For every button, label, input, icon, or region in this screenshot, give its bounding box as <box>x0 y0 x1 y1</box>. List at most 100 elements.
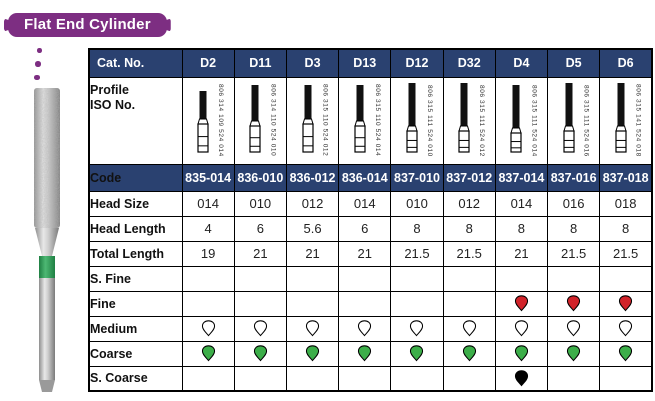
profile-cell: 806 315 111 524 014 <box>494 76 549 165</box>
head-size-value: 014 <box>338 190 392 217</box>
grit-cell <box>285 265 340 292</box>
code-value: 835-014 <box>181 163 235 192</box>
grit-cell <box>233 290 287 317</box>
table-header-row: Cat. No. D2 D11 D3 D13 D12 D32 D4 D5 D6 <box>88 48 653 78</box>
grit-cell <box>181 315 235 342</box>
profile-cell: 806 315 141 524 018 <box>599 76 653 165</box>
profile-cell: 806 314 110 524 010 <box>233 76 287 165</box>
grit-cell <box>442 265 496 292</box>
grit-cell <box>547 365 601 392</box>
code-value: 836-014 <box>338 163 392 192</box>
s-fine-row: S. Fine <box>88 265 653 292</box>
column-header-d2: D2 <box>181 48 235 78</box>
bur-profile-icon <box>453 78 475 159</box>
diamond-bur-photo <box>34 88 60 392</box>
code-value: 837-016 <box>547 163 601 192</box>
iso-number: 806 315 111 524 014 <box>530 84 538 157</box>
iso-number: 806 315 141 524 018 <box>634 83 642 157</box>
grit-cell <box>181 365 235 392</box>
fine-row: Fine <box>88 290 653 317</box>
grit-cell <box>442 315 496 342</box>
row-label: S. Fine <box>88 265 183 292</box>
iso-number: 806 315 111 524 012 <box>478 84 486 157</box>
head-length-value: 8 <box>390 215 444 242</box>
grit-cell <box>390 290 444 317</box>
grit-cell <box>494 315 549 342</box>
grit-diamond-icon <box>462 320 476 337</box>
grit-cell <box>547 265 601 292</box>
grit-cell <box>599 365 653 392</box>
grit-cell <box>338 290 392 317</box>
grit-cell <box>547 290 601 317</box>
grit-cell <box>442 365 496 392</box>
grit-diamond-icon <box>567 320 581 337</box>
total-length-value: 21 <box>338 240 392 267</box>
bur-profile-icon <box>558 78 580 159</box>
section-title-badge: Flat End Cylinder <box>8 13 167 37</box>
grit-cell <box>181 290 235 317</box>
profile-cell: 806 315 110 524 014 <box>338 76 392 165</box>
grit-cell <box>338 365 392 392</box>
column-header-d5: D5 <box>547 48 601 78</box>
grit-diamond-icon <box>567 345 581 362</box>
code-row: Code 835-014 836-010 836-012 836-014 837… <box>88 163 653 192</box>
grit-diamond-icon <box>358 345 372 362</box>
grit-cell <box>494 340 549 367</box>
profile-cell: 806 315 111 524 016 <box>547 76 601 165</box>
bur-profile-icon <box>192 78 214 159</box>
bur-profile-icon <box>401 78 423 159</box>
column-header-d12: D12 <box>390 48 444 78</box>
grit-diamond-icon <box>358 320 372 337</box>
total-length-value: 21.5 <box>547 240 601 267</box>
head-length-value: 8 <box>494 215 549 242</box>
code-value: 837-012 <box>442 163 496 192</box>
iso-number: 806 315 111 524 010 <box>425 84 433 157</box>
grit-diamond-icon <box>253 345 267 362</box>
head-size-value: 012 <box>285 190 340 217</box>
grit-diamond-icon <box>462 345 476 362</box>
code-value: 837-018 <box>599 163 653 192</box>
grit-cell <box>599 290 653 317</box>
total-length-value: 21.5 <box>599 240 653 267</box>
iso-number: 806 315 111 524 016 <box>582 84 590 157</box>
row-label: Head Size <box>88 190 183 217</box>
code-value: 836-010 <box>233 163 287 192</box>
grit-cell <box>285 365 340 392</box>
bur-profile-icon <box>244 78 266 159</box>
decorative-dot <box>37 48 42 53</box>
grit-diamond-icon <box>305 345 320 362</box>
s-coarse-row: S. Coarse <box>88 365 653 392</box>
grit-cell <box>599 315 653 342</box>
code-value: 836-012 <box>285 163 340 192</box>
head-length-value: 8 <box>442 215 496 242</box>
profile-label-line1: Profile <box>90 82 129 97</box>
grit-cell <box>285 315 340 342</box>
head-length-value: 6 <box>233 215 287 242</box>
head-size-value: 014 <box>494 190 549 217</box>
grit-cell <box>233 315 287 342</box>
head-length-value: 4 <box>181 215 235 242</box>
grit-diamond-icon <box>201 320 215 337</box>
bur-spec-table: Cat. No. D2 D11 D3 D13 D12 D32 D4 D5 D6 … <box>88 48 653 392</box>
column-header-d6: D6 <box>599 48 653 78</box>
profile-cell: 806 315 110 524 012 <box>285 76 340 165</box>
decorative-dot <box>35 61 41 67</box>
grit-diamond-icon <box>619 320 633 337</box>
head-size-row: Head Size 014 010 012 014 010 012 014 01… <box>88 190 653 217</box>
grit-cell <box>547 315 601 342</box>
grit-diamond-icon <box>410 320 424 337</box>
bur-profile-icon <box>505 78 527 159</box>
grit-cell <box>442 340 496 367</box>
iso-number: 806 314 109 524 014 <box>217 83 225 157</box>
grit-cell <box>181 340 235 367</box>
row-label: S. Coarse <box>88 365 183 392</box>
iso-number: 806 314 110 524 010 <box>269 84 277 157</box>
row-label: Medium <box>88 315 183 342</box>
grit-cell <box>390 265 444 292</box>
grit-cell <box>494 365 549 392</box>
grit-cell <box>494 265 549 292</box>
grit-cell <box>599 340 653 367</box>
total-length-value: 21 <box>285 240 340 267</box>
column-header-d11: D11 <box>233 48 287 78</box>
